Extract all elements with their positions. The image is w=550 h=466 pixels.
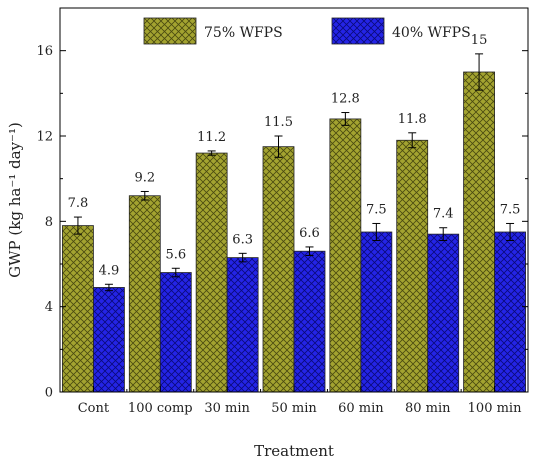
x-axis: Cont 100 comp 30 min 50 min 60 min 80 min 100 … [78,386,522,416]
legend: 75% WFPS 40% WFPS [143,17,471,45]
data-label: 11.2 [197,130,226,145]
x-tick-label: 50 min [271,401,317,416]
data-label: 12.8 [331,92,360,107]
bar-wfps40 [427,233,460,393]
y-tick-label: 16 [36,44,53,59]
data-label: 7.5 [366,202,387,217]
x-axis-title: Treatment [254,442,334,460]
bar-wfps75 [128,195,161,393]
data-label: 6.6 [299,226,320,241]
bar-wfps40 [226,257,259,393]
x-tick-label: 60 min [338,401,384,416]
legend-label: 40% WFPS [392,25,471,41]
y-axis: 0 4 8 12 16 [36,44,528,401]
x-tick-label: 100 min [468,401,522,416]
bar-wfps40 [360,231,393,393]
bars-group [62,71,526,393]
data-label: 15 [471,33,488,48]
data-label: 11.5 [264,115,293,130]
x-tick-label: 80 min [405,401,451,416]
bar-wfps75 [62,225,94,393]
y-axis-title: GWP (kg ha⁻¹ day⁻¹) [6,122,24,278]
error-bars-group [73,53,515,292]
data-label: 7.8 [68,196,89,211]
data-label: 7.4 [433,207,454,222]
legend-swatch [331,17,385,45]
x-tick-label: Cont [78,401,110,416]
data-label: 6.3 [232,232,253,247]
data-label: 4.9 [99,263,120,278]
bar-labels-group: 7.8 4.9 9.2 5.6 11.2 6.3 11.5 6.6 12.8 7.5 11.8 7.4… [68,33,521,278]
data-label: 7.5 [500,202,521,217]
legend-label: 75% WFPS [204,25,283,41]
data-label: 9.2 [134,170,155,185]
x-tick-label: 30 min [204,401,250,416]
bar-wfps40 [159,272,192,393]
bar-wfps75 [396,139,429,393]
y-tick-label: 4 [45,300,53,315]
bar-wfps40 [293,250,326,393]
x-tick-label: 100 comp [128,401,193,416]
y-tick-label: 0 [45,386,53,401]
bar-wfps75 [195,152,228,393]
bar-wfps75 [329,118,362,393]
y-tick-label: 12 [36,130,53,145]
bar-wfps40 [494,231,526,393]
data-label: 5.6 [165,247,186,262]
bar-wfps75 [262,146,295,393]
y-tick-label: 8 [45,215,53,230]
bar-wfps75 [463,71,495,393]
bar-wfps40 [93,287,125,393]
data-label: 11.8 [398,112,427,127]
legend-swatch [143,17,197,45]
